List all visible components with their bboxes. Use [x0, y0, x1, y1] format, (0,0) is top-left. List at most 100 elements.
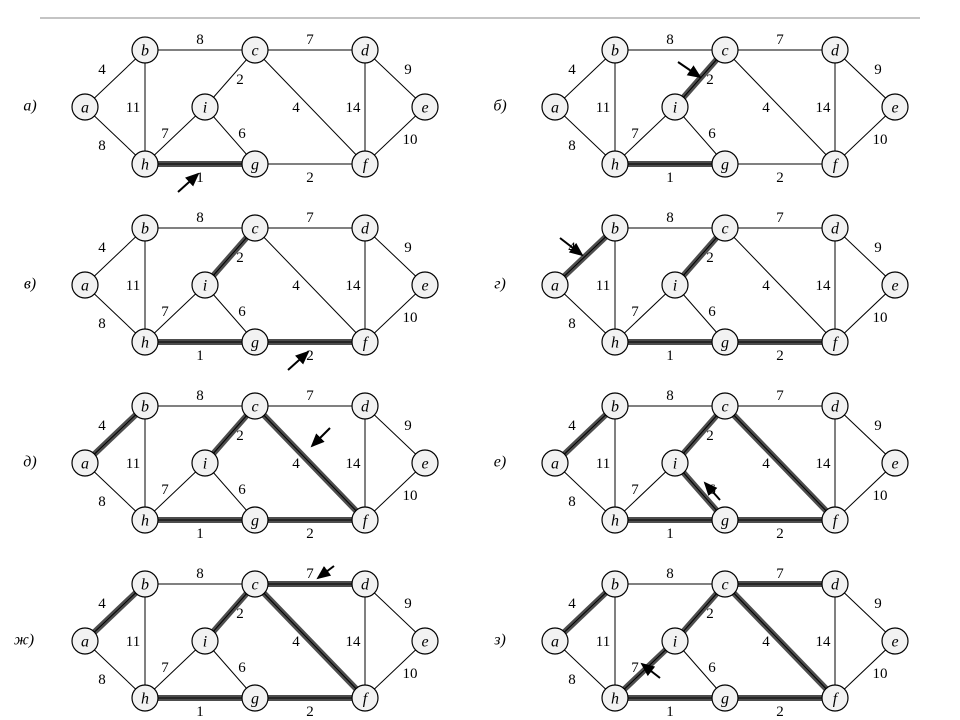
weight-b-h: 11: [126, 278, 140, 294]
weight-g-i: 6: [708, 126, 716, 142]
weight-a-h: 8: [568, 138, 576, 154]
weight-c-f: 4: [762, 634, 770, 650]
node-label-g: g: [251, 335, 259, 352]
weight-c-f: 4: [292, 278, 300, 294]
node-label-d: d: [831, 577, 840, 594]
weight-d-e: 9: [874, 62, 882, 78]
weight-g-i: 6: [238, 482, 246, 498]
weight-c-i: 2: [706, 428, 714, 444]
node-label-d: d: [361, 43, 370, 60]
weight-b-h: 11: [126, 100, 140, 116]
node-label-d: d: [361, 577, 370, 594]
node-label-i: i: [203, 100, 207, 117]
weight-b-c: 8: [666, 566, 674, 582]
panel-label: е): [494, 454, 506, 471]
node-label-e: e: [891, 456, 898, 473]
node-label-i: i: [203, 456, 207, 473]
weight-a-h: 8: [98, 316, 106, 332]
node-label-a: a: [551, 278, 559, 295]
weight-c-i: 2: [706, 606, 714, 622]
weight-d-f: 14: [816, 100, 832, 116]
weight-h-i: 7: [631, 304, 639, 320]
node-label-e: e: [421, 278, 428, 295]
weight-a-h: 8: [98, 494, 106, 510]
weight-b-c: 8: [666, 388, 674, 404]
weight-a-b: 4: [98, 62, 106, 78]
weight-a-b: 4: [98, 596, 106, 612]
panel-b: б)48811724914102167abcdefghi: [493, 32, 908, 186]
panel-label: б): [493, 98, 506, 115]
node-label-c: c: [251, 43, 258, 60]
node-label-d: d: [831, 43, 840, 60]
node-label-h: h: [141, 513, 149, 530]
weight-b-c: 8: [666, 210, 674, 226]
weight-g-h: 1: [196, 526, 204, 542]
node-label-g: g: [721, 335, 729, 352]
weight-c-i: 2: [706, 72, 714, 88]
weight-c-d: 7: [306, 388, 314, 404]
node-label-i: i: [673, 100, 677, 117]
figure-canvas: а)48811724914102167abcdefghiб)4881172491…: [0, 0, 960, 720]
weight-g-h: 1: [196, 704, 204, 720]
weight-b-h: 11: [126, 634, 140, 650]
weight-d-f: 14: [346, 634, 362, 650]
weight-c-d: 7: [306, 32, 314, 48]
weight-b-h: 11: [596, 634, 610, 650]
weight-b-h: 11: [596, 456, 610, 472]
weight-b-c: 8: [196, 388, 204, 404]
node-label-a: a: [551, 100, 559, 117]
weight-g-h: 1: [666, 526, 674, 542]
weight-h-i: 7: [161, 660, 169, 676]
step-arrow: [288, 352, 308, 370]
weight-d-e: 9: [404, 240, 412, 256]
weight-d-f: 14: [816, 456, 832, 472]
weight-c-d: 7: [776, 566, 784, 582]
weight-g-i: 6: [238, 660, 246, 676]
weight-c-f: 4: [762, 100, 770, 116]
weight-c-d: 7: [306, 566, 314, 582]
weight-c-f: 4: [292, 456, 300, 472]
weight-e-f: 10: [873, 310, 888, 326]
weight-c-f: 4: [762, 278, 770, 294]
node-label-e: e: [421, 100, 428, 117]
weight-g-h: 1: [196, 170, 204, 186]
weight-h-i: 7: [161, 126, 169, 142]
weight-c-i: 2: [236, 72, 244, 88]
weight-h-i: 7: [631, 660, 639, 676]
node-label-a: a: [81, 634, 89, 651]
weight-d-f: 14: [346, 100, 362, 116]
weight-b-h: 11: [126, 456, 140, 472]
node-label-h: h: [141, 335, 149, 352]
node-label-i: i: [673, 456, 677, 473]
node-label-i: i: [673, 634, 677, 651]
weight-a-b: 4: [98, 418, 106, 434]
weight-a-b: 4: [98, 240, 106, 256]
panel-e: е)48811724914102167abcdefghi: [494, 388, 908, 542]
node-label-b: b: [141, 221, 149, 238]
panel-label: в): [24, 276, 36, 293]
weight-g-h: 1: [666, 170, 674, 186]
node-label-a: a: [81, 100, 89, 117]
node-label-h: h: [141, 157, 149, 174]
weight-h-i: 7: [161, 482, 169, 498]
weight-e-f: 10: [873, 132, 888, 148]
node-label-g: g: [721, 691, 729, 708]
panel-v: в)48811724914102167abcdefghi: [24, 210, 438, 370]
weight-d-e: 9: [874, 418, 882, 434]
weight-d-f: 14: [816, 634, 832, 650]
weight-e-f: 10: [403, 666, 418, 682]
step-arrow: [178, 174, 198, 192]
weight-b-h: 11: [596, 100, 610, 116]
weight-c-d: 7: [776, 388, 784, 404]
weight-a-h: 8: [568, 672, 576, 688]
weight-g-h: 1: [196, 348, 204, 364]
weight-h-i: 7: [161, 304, 169, 320]
panel-z: з)48811724914102167abcdefghi: [493, 566, 908, 720]
weight-f-g: 2: [776, 170, 784, 186]
step-arrow: [312, 428, 330, 446]
weight-d-e: 9: [874, 240, 882, 256]
node-label-e: e: [891, 100, 898, 117]
node-label-h: h: [611, 513, 619, 530]
node-label-c: c: [721, 577, 728, 594]
node-label-e: e: [891, 634, 898, 651]
